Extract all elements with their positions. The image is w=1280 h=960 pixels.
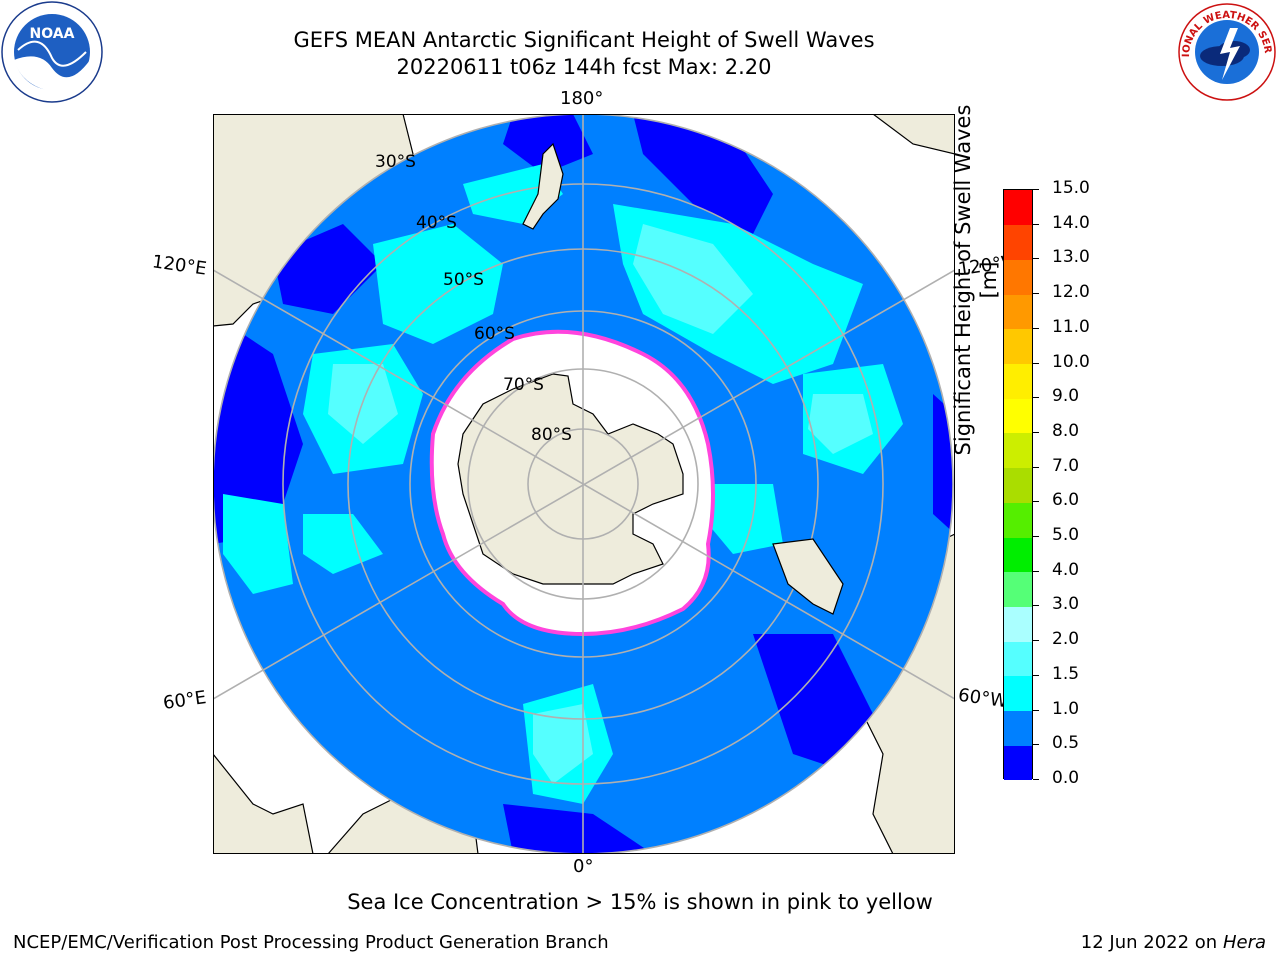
colorbar-tick-label: 7.0 xyxy=(1052,455,1080,476)
colorbar-segment xyxy=(1004,190,1032,226)
colorbar-tick-mark xyxy=(1033,744,1039,746)
colorbar-segment xyxy=(1004,710,1032,746)
polar-map xyxy=(213,114,955,854)
nws-logo: NATIONAL WEATHER SERVICE xyxy=(1174,0,1276,101)
colorbar-tick-label: 4.0 xyxy=(1052,559,1080,580)
antarctica xyxy=(429,329,715,637)
noaa-logo-text: NOAA xyxy=(30,26,75,42)
colorbar-segment xyxy=(1004,571,1032,607)
colorbar-tick-mark xyxy=(1033,397,1039,399)
lat-label-50s: 50°S xyxy=(443,270,484,290)
colorbar-tick-mark xyxy=(1033,779,1039,780)
colorbar-segment xyxy=(1004,224,1032,260)
colorbar-tick-mark xyxy=(1033,293,1039,295)
colorbar-segment xyxy=(1004,745,1032,781)
colorbar-label: Significant Height of Swell Waves [m] xyxy=(951,104,1001,456)
coastlines xyxy=(522,142,844,615)
map-subtitle: 20220611 t06z 144h fcst Max: 2.20 xyxy=(396,55,772,79)
colorbar-tick-label: 13.0 xyxy=(1052,247,1090,268)
lat-label-30s: 30°S xyxy=(375,152,416,172)
colorbar-tick-mark xyxy=(1033,362,1039,364)
colorbar-tick-label: 2.0 xyxy=(1052,629,1080,650)
colorbar-segment xyxy=(1004,641,1032,677)
map-title: GEFS MEAN Antarctic Significant Height o… xyxy=(293,28,875,52)
colorbar-segment xyxy=(1004,259,1032,295)
colorbar-tick-mark xyxy=(1033,605,1039,607)
colorbar-segment xyxy=(1004,502,1032,538)
colorbar-segment xyxy=(1004,363,1032,399)
colorbar-tick-label: 14.0 xyxy=(1052,212,1090,233)
graticule xyxy=(213,114,955,854)
lon-label-0: 0° xyxy=(573,856,594,877)
colorbar-segment xyxy=(1004,467,1032,503)
colorbar-tick-label: 15.0 xyxy=(1052,178,1090,198)
colorbar-tick-mark xyxy=(1033,501,1039,503)
footer-credit: NCEP/EMC/Verification Post Processing Pr… xyxy=(13,932,609,953)
sea-ice-caption: Sea Ice Concentration > 15% is shown in … xyxy=(347,890,933,914)
colorbar-tick-mark xyxy=(1033,570,1039,572)
colorbar-tick-label: 1.0 xyxy=(1052,698,1080,719)
colorbar-tick-label: 5.0 xyxy=(1052,525,1080,546)
colorbar-tick-mark xyxy=(1033,189,1039,190)
footer-date-text: 12 Jun 2022 on xyxy=(1080,932,1218,953)
footer-date: 12 Jun 2022 on Hera xyxy=(1081,932,1266,953)
colorbar-segment xyxy=(1004,537,1032,573)
colorbar-segment xyxy=(1004,675,1032,712)
colorbar-tick-label: 10.0 xyxy=(1052,351,1090,372)
lon-label-60w: 60°W xyxy=(956,684,1009,713)
colorbar-tick-mark xyxy=(1033,674,1039,676)
noaa-logo: NOAA xyxy=(1,1,103,103)
colorbar-segment xyxy=(1004,432,1032,469)
colorbar-tick-mark xyxy=(1033,223,1039,225)
colorbar-tick-label: 0.0 xyxy=(1052,768,1080,788)
lat-label-40s: 40°S xyxy=(416,213,457,233)
colorbar-segment xyxy=(1004,328,1032,365)
lat-label-80s: 80°S xyxy=(531,425,572,445)
colorbar-segment xyxy=(1004,398,1032,434)
colorbar-tick-mark xyxy=(1033,466,1039,468)
lat-label-70s: 70°S xyxy=(503,375,544,395)
colorbar-tick-label: 6.0 xyxy=(1052,490,1080,511)
colorbar-tick-label: 11.0 xyxy=(1052,316,1090,337)
colorbar-segment xyxy=(1004,606,1032,642)
lon-label-60e: 60°E xyxy=(161,687,208,714)
antarctica-land xyxy=(457,373,684,585)
colorbar-tick-mark xyxy=(1033,431,1039,433)
lon-label-120e: 120°E xyxy=(150,251,208,280)
colorbar-tick-mark xyxy=(1033,327,1039,329)
colorbar-tick-label: 1.5 xyxy=(1052,663,1080,684)
colorbar-tick-label: 12.0 xyxy=(1052,282,1090,303)
lat-label-60s: 60°S xyxy=(474,324,515,344)
colorbar-segment xyxy=(1004,294,1032,330)
colorbar-tick-mark xyxy=(1033,258,1039,260)
colorbar-tick-label: 0.5 xyxy=(1052,733,1080,754)
footer-host: Hera xyxy=(1222,932,1266,953)
colorbar-tick-label: 3.0 xyxy=(1052,594,1080,615)
colorbar-tick-mark xyxy=(1033,536,1039,538)
lon-label-180: 180° xyxy=(560,88,604,109)
colorbar xyxy=(1003,189,1033,781)
colorbar-tick-label: 8.0 xyxy=(1052,420,1080,441)
colorbar-tick-mark xyxy=(1033,640,1039,642)
swell-higher-areas xyxy=(328,224,873,784)
colorbar-tick-label: 9.0 xyxy=(1052,386,1080,407)
colorbar-tick-mark xyxy=(1033,709,1039,711)
